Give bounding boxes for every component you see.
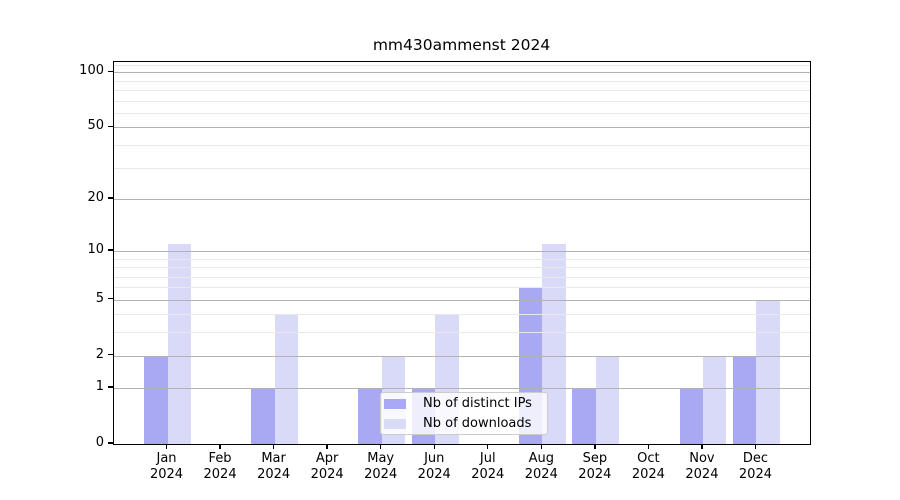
bar-downloads — [595, 355, 620, 444]
y-tick-mark — [108, 442, 113, 444]
legend-swatch-downloads — [384, 418, 406, 429]
gridline-minor — [114, 276, 810, 278]
gridline-major — [114, 250, 810, 252]
x-tick-label: Oct 2024 — [631, 451, 665, 482]
x-tick-mark — [487, 444, 489, 450]
y-tick-mark — [108, 197, 113, 199]
x-tick-mark — [326, 444, 328, 450]
gridline-minor — [114, 90, 810, 92]
x-tick-mark — [647, 444, 650, 450]
x-tick-label: Sep 2024 — [578, 451, 612, 482]
gridline-minor — [114, 145, 810, 147]
bar-distinct-ips — [251, 388, 275, 444]
x-tick-mark — [165, 444, 168, 450]
gridline-minor — [114, 167, 810, 169]
gridline-major — [114, 355, 810, 357]
x-tick-label: Jun 2024 — [417, 451, 451, 482]
gridline-minor — [114, 80, 810, 82]
gridline-minor — [114, 267, 810, 269]
x-tick-label: May 2024 — [364, 451, 398, 482]
x-tick-mark — [219, 444, 221, 450]
y-tick-mark — [108, 353, 113, 356]
x-tick-mark — [272, 444, 275, 450]
bar-downloads — [542, 243, 566, 444]
gridline-minor — [114, 100, 810, 102]
y-tick-label: 50 — [87, 118, 104, 134]
y-tick-mark — [108, 125, 113, 128]
y-tick-label: 20 — [87, 189, 104, 205]
y-tick-label: 100 — [79, 63, 104, 79]
x-tick-mark — [433, 444, 435, 450]
bar-distinct-ips — [733, 355, 757, 444]
x-tick-mark — [594, 444, 596, 450]
x-tick-mark — [540, 444, 542, 450]
y-tick-mark — [108, 298, 113, 300]
y-tick-label: 5 — [95, 290, 104, 306]
bar-distinct-ips — [144, 355, 168, 444]
chart-title: mm430ammenst 2024 — [372, 36, 551, 54]
legend-row-downloads: Nb of downloads — [384, 414, 547, 434]
y-tick-mark — [108, 386, 113, 388]
bar-downloads — [167, 243, 191, 444]
bar-distinct-ips — [358, 388, 382, 444]
gridline-major — [114, 127, 810, 129]
legend-label-downloads: Nb of downloads — [423, 416, 532, 431]
gridline-major — [114, 72, 810, 74]
y-tick-label: 1 — [95, 379, 104, 395]
gridline-minor — [114, 332, 810, 334]
legend-swatch-distinct-ips — [384, 398, 406, 409]
plot-area — [113, 61, 811, 445]
gridline-major — [114, 299, 810, 301]
legend-label-distinct-ips: Nb of distinct IPs — [423, 396, 532, 411]
bar-distinct-ips — [679, 388, 703, 444]
x-tick-label: Jul 2024 — [471, 451, 505, 482]
legend: Nb of distinct IPs Nb of downloads — [380, 392, 548, 435]
x-tick-label: Feb 2024 — [203, 451, 237, 482]
x-tick-label: Jan 2024 — [149, 451, 184, 482]
y-tick-label: 2 — [95, 346, 104, 362]
x-tick-label: Dec 2024 — [738, 451, 772, 482]
x-tick-mark — [379, 444, 382, 450]
x-tick-mark — [754, 444, 757, 450]
gridline-minor — [114, 287, 810, 289]
x-tick-label: Aug 2024 — [524, 451, 558, 482]
gridline-minor — [114, 314, 810, 316]
legend-row-distinct-ips: Nb of distinct IPs — [384, 394, 547, 414]
gridline-minor — [114, 113, 810, 115]
gridline-major — [114, 198, 810, 200]
bar-downloads — [756, 299, 780, 444]
gridline-major — [114, 388, 810, 390]
y-tick-label: 0 — [95, 435, 104, 450]
gridline-minor — [114, 64, 810, 66]
bar-downloads — [274, 314, 299, 444]
bar-downloads — [702, 355, 727, 444]
y-tick-label: 10 — [87, 241, 104, 257]
x-tick-mark — [701, 444, 703, 450]
x-tick-label: Mar 2024 — [257, 451, 291, 482]
y-tick-mark — [108, 249, 113, 251]
y-tick-mark — [108, 70, 113, 73]
bar-distinct-ips — [572, 388, 596, 444]
x-tick-label: Apr 2024 — [310, 451, 344, 482]
x-tick-label: Nov 2024 — [685, 451, 719, 482]
gridline-minor — [114, 258, 810, 260]
